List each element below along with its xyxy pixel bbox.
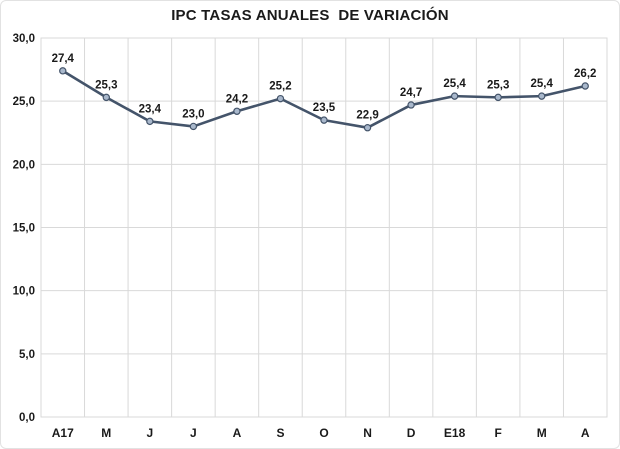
- y-tick-label: 5,0: [19, 349, 35, 361]
- data-point-marker: [146, 117, 154, 126]
- x-tick-label: A17: [52, 426, 74, 440]
- data-point-marker: [102, 93, 111, 102]
- chart-title: IPC TASAS ANUALES DE VARIACIÓN: [171, 7, 449, 24]
- x-tick-label: F: [494, 426, 501, 440]
- x-tick-label: M: [537, 426, 547, 440]
- y-tick-label: 0,0: [19, 412, 35, 424]
- data-point-marker: [233, 107, 241, 115]
- y-tick-label: 10,0: [13, 286, 35, 298]
- data-point-label: 23,4: [139, 103, 162, 115]
- data-point-marker: [407, 101, 415, 109]
- x-tick-label: O: [319, 426, 328, 440]
- y-tick-label: 25,0: [13, 96, 35, 108]
- x-tick-label: D: [407, 426, 416, 440]
- y-tick-label: 30,0: [13, 33, 35, 45]
- data-point-label: 22,9: [356, 110, 378, 122]
- x-tick-label: S: [276, 426, 284, 440]
- data-point-marker: [537, 92, 546, 100]
- data-point-label: 23,0: [182, 108, 204, 120]
- data-point-marker: [276, 94, 285, 103]
- data-point-label: 27,4: [52, 53, 75, 65]
- x-tick-label: J: [190, 426, 197, 440]
- data-point-marker: [189, 122, 198, 131]
- data-point-label: 25,4: [530, 78, 553, 90]
- data-point-label: 23,5: [313, 102, 336, 114]
- data-point-label: 25,4: [443, 78, 466, 90]
- x-tick-label: N: [363, 426, 372, 440]
- data-point-label: 25,3: [95, 79, 117, 91]
- data-point-label: 26,2: [574, 68, 596, 80]
- data-point-marker: [494, 93, 502, 102]
- x-tick-label: M: [101, 426, 111, 440]
- data-point-label: 24,2: [226, 93, 248, 105]
- x-tick-label: E18: [444, 426, 466, 440]
- data-point-label: 24,7: [400, 87, 422, 99]
- data-point-marker: [581, 82, 589, 90]
- y-tick-label: 20,0: [13, 159, 35, 171]
- data-point-marker: [320, 116, 328, 124]
- data-point-marker: [363, 123, 372, 132]
- x-tick-label: A: [233, 426, 242, 440]
- y-tick-label: 15,0: [13, 223, 35, 235]
- data-point-label: 25,3: [487, 79, 509, 91]
- x-tick-label: A: [581, 426, 590, 440]
- plot-border: [40, 37, 608, 418]
- data-point-marker: [450, 92, 459, 100]
- data-point-label: 25,2: [269, 81, 291, 93]
- data-point-marker: [59, 67, 67, 75]
- x-tick-label: J: [147, 426, 154, 440]
